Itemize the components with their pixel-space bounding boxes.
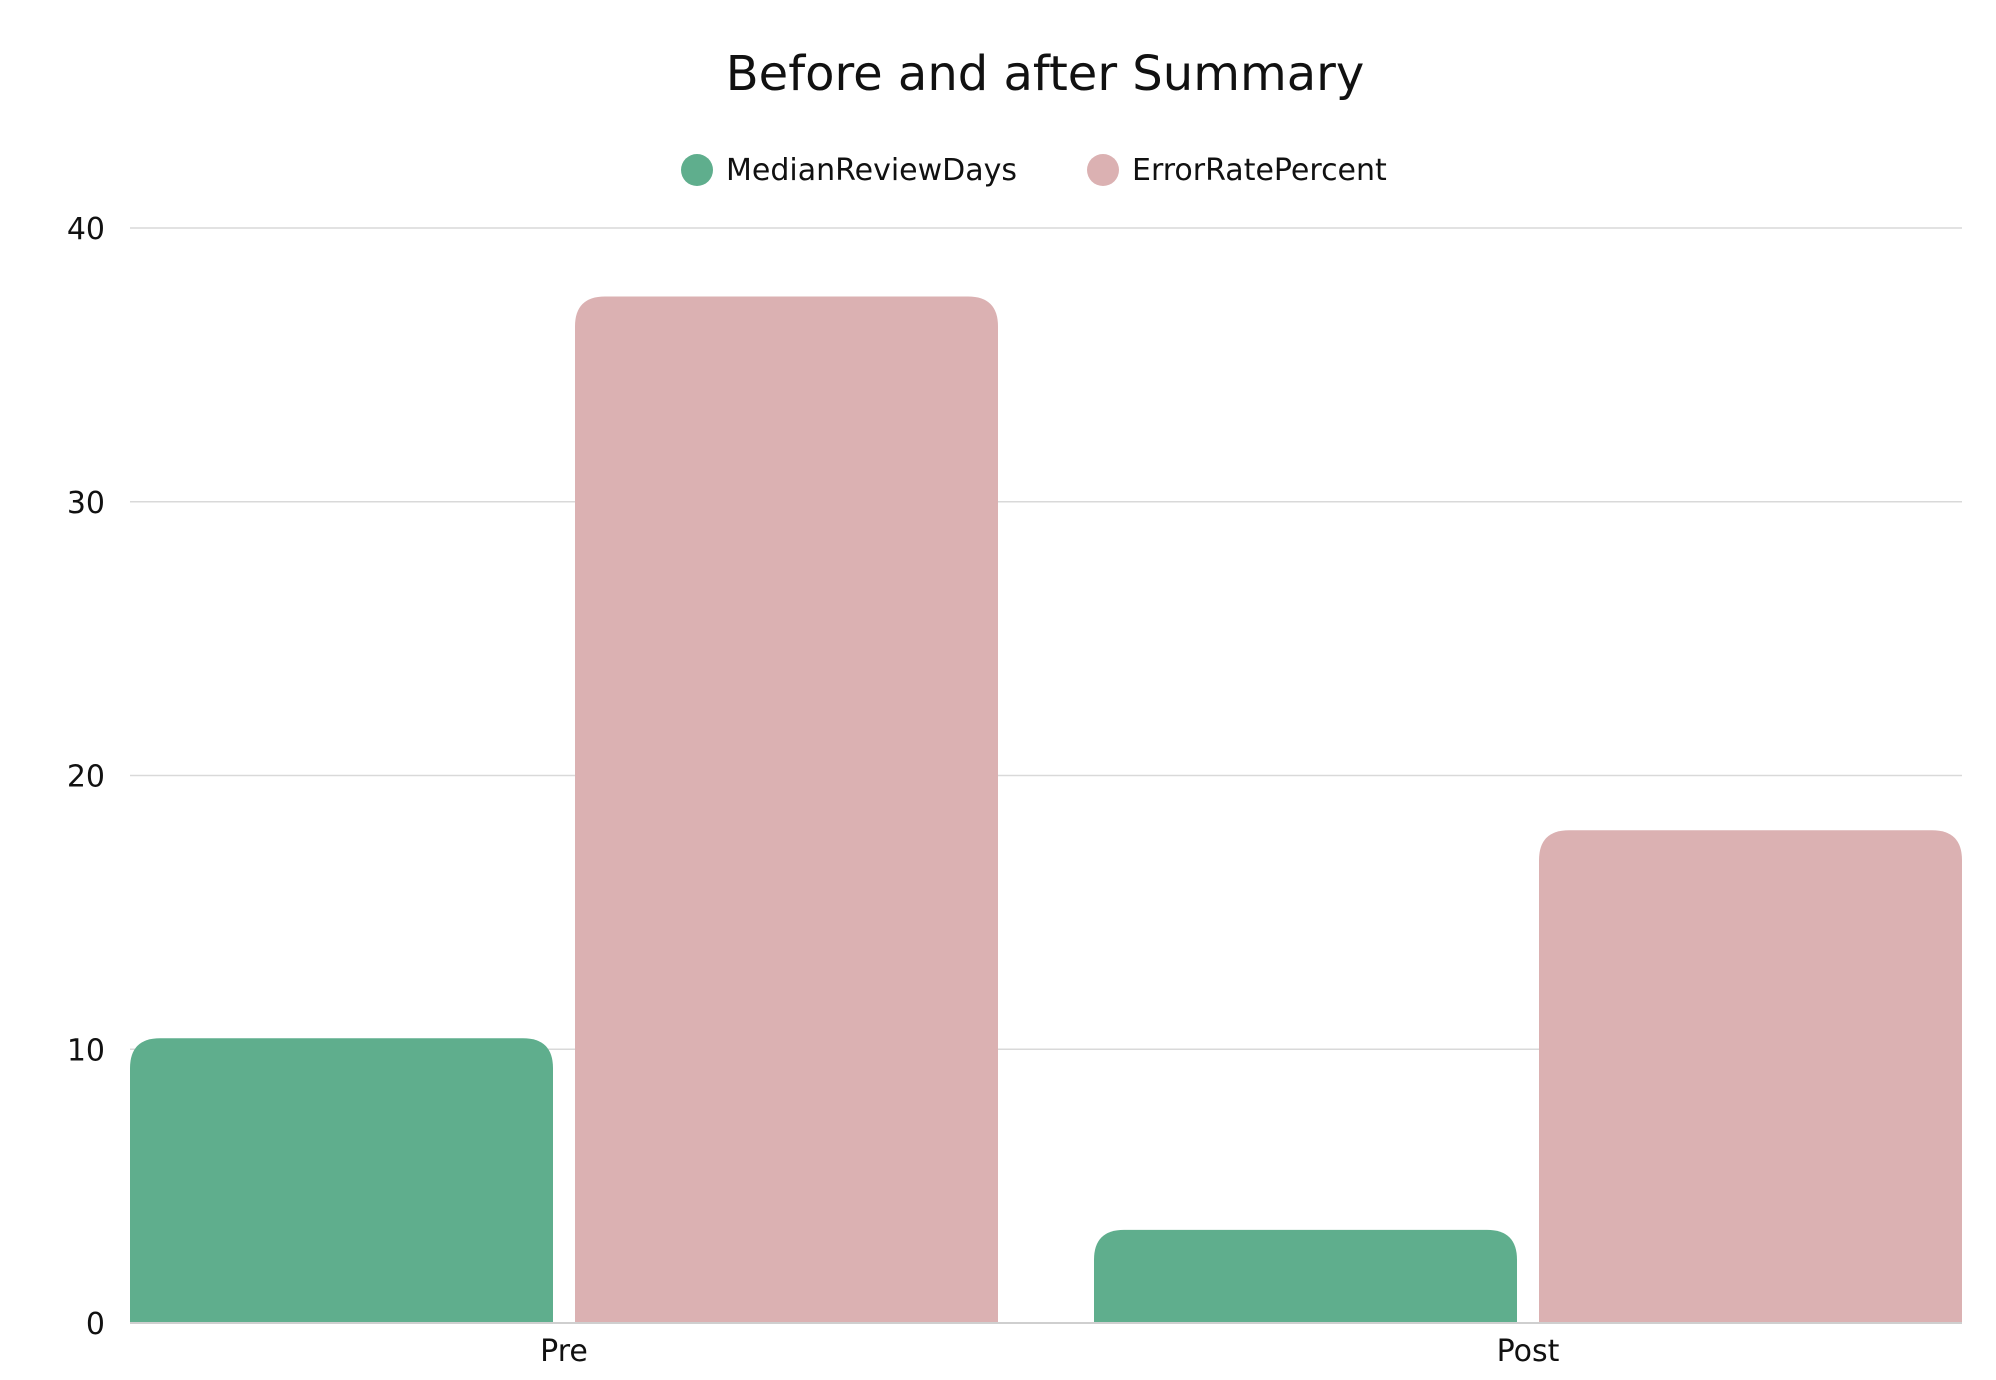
legend: MedianReviewDays ErrorRatePercent [681, 153, 1387, 188]
y-tick-label-10: 10 [67, 1033, 105, 1068]
chart-title: Before and after Summary [726, 46, 1365, 102]
y-tick-label-0: 0 [86, 1307, 105, 1342]
x-tick-label-post: Post [1497, 1334, 1560, 1369]
y-tick-label-30: 30 [67, 486, 105, 521]
legend-label-error-rate-percent: ErrorRatePercent [1132, 153, 1387, 188]
y-tick-label-20: 20 [67, 760, 105, 795]
legend-item-median-review-days[interactable]: MedianReviewDays [681, 153, 1017, 188]
bars [130, 296, 1962, 1323]
legend-swatch-error-rate-percent [1087, 154, 1119, 186]
bar-pre-error-rate-percent[interactable] [575, 296, 998, 1323]
legend-label-median-review-days: MedianReviewDays [726, 153, 1017, 188]
legend-swatch-median-review-days [681, 154, 713, 186]
x-tick-label-pre: Pre [540, 1334, 588, 1369]
y-axis: 0 10 20 30 40 [67, 212, 105, 1342]
legend-item-error-rate-percent[interactable]: ErrorRatePercent [1087, 153, 1387, 188]
y-tick-label-40: 40 [67, 212, 105, 247]
bar-pre-median-review-days[interactable] [130, 1038, 553, 1323]
x-axis: Pre Post [130, 1322, 1962, 1369]
bar-post-median-review-days[interactable] [1094, 1229, 1517, 1323]
bar-post-error-rate-percent[interactable] [1539, 830, 1962, 1323]
